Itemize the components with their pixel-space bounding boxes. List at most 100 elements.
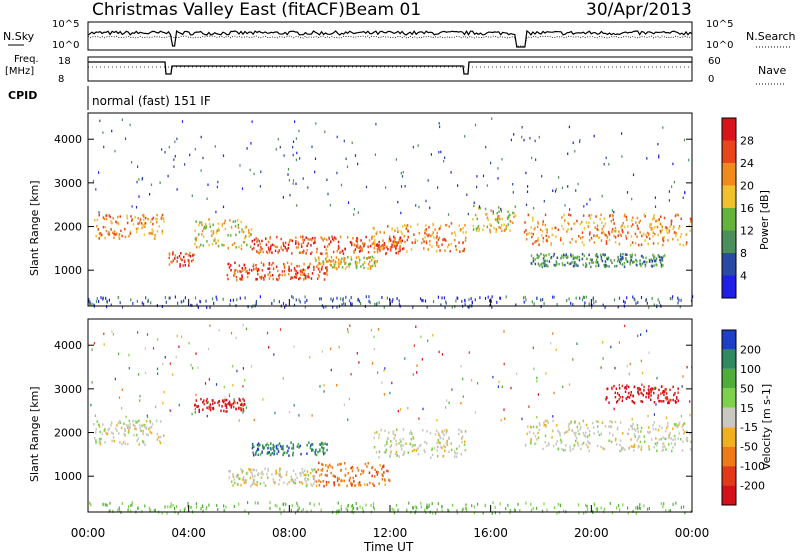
- velocity-cell: [344, 462, 346, 465]
- velocity-speckle: [557, 502, 559, 506]
- velocity-speckle: [456, 511, 458, 515]
- power-sparse: [523, 138, 525, 142]
- velocity-cell: [388, 479, 391, 482]
- power-cell: [268, 267, 271, 270]
- velocity-cell: [306, 483, 308, 486]
- power-cell: [678, 227, 680, 230]
- power-cell: [462, 241, 464, 245]
- power-sparse: [485, 145, 487, 149]
- velocity-cell: [630, 438, 632, 441]
- power-cell: [373, 262, 376, 265]
- velocity-cell: [137, 437, 140, 440]
- velocity-cell: [674, 438, 676, 441]
- power-cell: [184, 252, 187, 256]
- velocity-cell: [369, 481, 371, 485]
- velocity-cell: [668, 443, 670, 446]
- power-cell: [657, 242, 659, 245]
- velocity-sparse: [381, 381, 383, 384]
- power-cell: [611, 228, 614, 231]
- velocity-speckle: [428, 505, 430, 508]
- velocity-cell: [662, 445, 664, 449]
- power-cell: [192, 254, 194, 257]
- power-cell: [655, 219, 657, 223]
- velocity-cell: [625, 397, 628, 400]
- date-title: 30/Apr/2013: [586, 0, 692, 20]
- power-cell: [397, 241, 400, 244]
- power-cell: [182, 264, 184, 267]
- power-cell: [689, 220, 692, 223]
- power-sparse: [402, 170, 404, 174]
- velocity-speckle: [294, 511, 297, 515]
- velocity-cell: [122, 441, 125, 444]
- power-cell: [228, 262, 230, 266]
- velocity-cell: [315, 453, 318, 457]
- power-cell: [291, 252, 293, 255]
- velocity-speckle: [406, 508, 408, 512]
- power-cell: [246, 275, 249, 279]
- power-cell: [595, 235, 597, 238]
- velocity-speckle: [416, 506, 418, 510]
- power-speckle: [130, 298, 132, 302]
- power-speckle: [592, 296, 594, 300]
- velocity-sparse: [191, 367, 194, 370]
- velocity-cell: [638, 392, 640, 396]
- power-cell: [131, 219, 133, 222]
- power-cell: [305, 236, 307, 239]
- power-cell: [272, 277, 274, 281]
- power-cell: [325, 248, 328, 251]
- power-cell: [393, 242, 396, 245]
- velocity-speckle: [187, 501, 189, 505]
- power-cell: [233, 242, 236, 245]
- velocity-cell: [285, 473, 288, 476]
- velocity-speckle: [603, 507, 606, 511]
- velocity-cell: [243, 402, 245, 406]
- velocity-sparse: [462, 395, 464, 398]
- power-cell: [459, 229, 462, 232]
- power-speckle: [304, 305, 306, 309]
- velocity-cell: [461, 430, 463, 434]
- colorbar-tick-label: 8: [740, 247, 747, 260]
- velocity-cell: [257, 472, 260, 475]
- velocity-cell: [575, 437, 578, 440]
- power-cell: [411, 241, 413, 244]
- velocity-cell: [256, 449, 258, 453]
- velocity-cell: [673, 434, 676, 438]
- power-cell: [281, 270, 284, 273]
- velocity-speckle: [310, 509, 312, 513]
- velocity-sparse: [451, 388, 453, 391]
- power-cell: [97, 228, 99, 231]
- velocity-speckle: [205, 507, 207, 511]
- velocity-sparse: [282, 377, 284, 380]
- power-cell: [476, 217, 478, 221]
- power-cell: [550, 243, 552, 247]
- velocity-cell: [657, 396, 659, 400]
- power-cell: [564, 263, 566, 267]
- velocity-cell: [321, 446, 323, 449]
- velocity-cell: [378, 436, 380, 439]
- power-cell: [317, 267, 320, 271]
- velocity-cell: [545, 425, 547, 428]
- power-speckle: [552, 295, 554, 299]
- power-cell: [602, 253, 604, 256]
- velocity-cell: [99, 442, 102, 446]
- power-cell: [260, 246, 262, 249]
- velocity-cell: [648, 391, 650, 394]
- noise-search-trace: [87, 35, 693, 47]
- power-speckle: [593, 301, 595, 305]
- velocity-cell: [648, 426, 650, 429]
- power-cell: [224, 227, 227, 231]
- velocity-speckle: [431, 502, 433, 506]
- power-cell: [203, 227, 205, 230]
- velocity-speckle: [510, 508, 512, 512]
- power-sparse: [447, 213, 450, 216]
- power-speckle: [197, 305, 199, 309]
- velocity-sparse: [618, 341, 620, 344]
- power-cell: [666, 231, 669, 235]
- power-speckle: [677, 301, 679, 305]
- colorbar-swatch: [722, 427, 736, 447]
- power-sparse: [282, 196, 284, 199]
- power-cell: [495, 228, 497, 231]
- power-cell: [682, 244, 685, 247]
- power-cell: [373, 227, 375, 231]
